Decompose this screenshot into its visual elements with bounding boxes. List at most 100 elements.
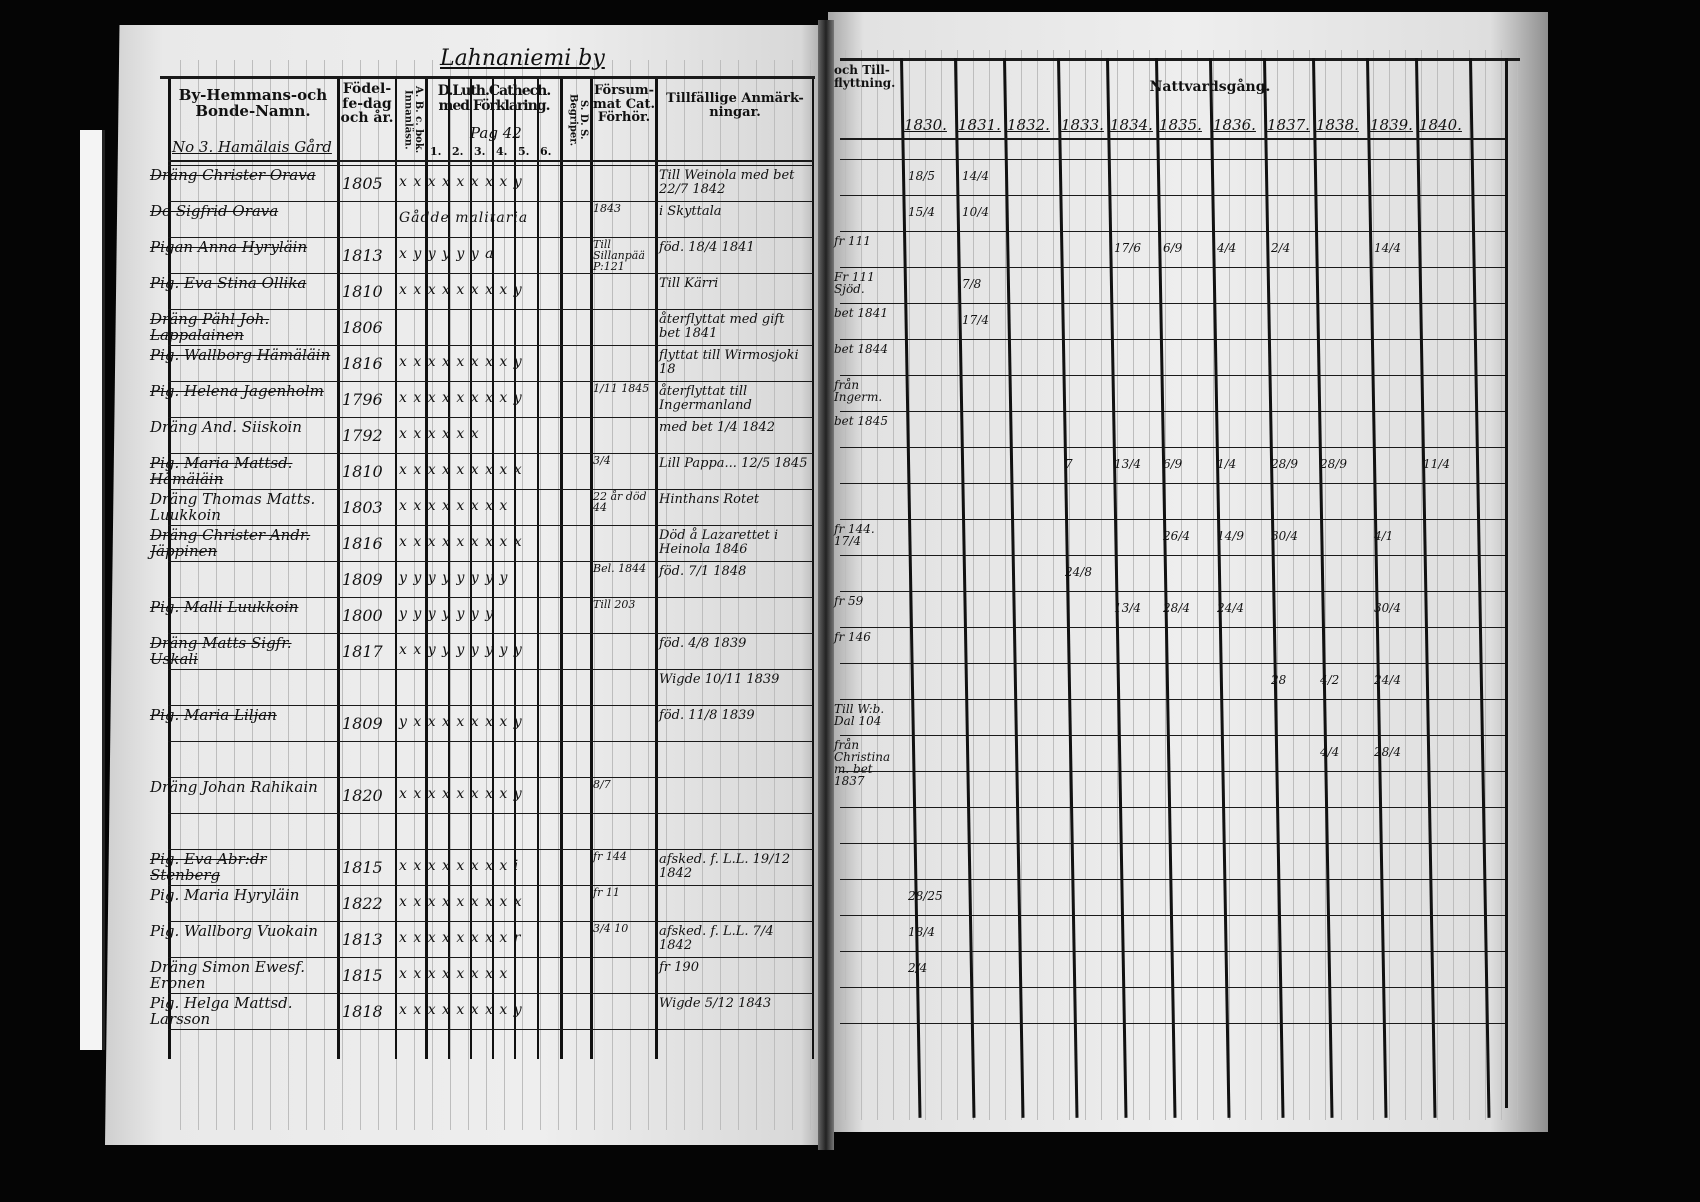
row-cathech-marks: x x x x x x x x y bbox=[399, 786, 523, 802]
row-name: Dräng Christer Orava bbox=[150, 166, 316, 184]
row-remark: föd. 7/1 1848 bbox=[659, 564, 747, 579]
ruling-line bbox=[558, 60, 559, 1130]
row-name: Do Sigfrid Orava bbox=[150, 202, 279, 220]
row-forsummat: 1843 bbox=[593, 202, 621, 215]
row-name: Dräng Johan Rahikain bbox=[150, 778, 318, 796]
row-name: Pig. Maria Mattsd. Hämäläin bbox=[150, 454, 293, 488]
header-name: By-Hemmans-och Bonde-Namn. bbox=[178, 86, 328, 120]
communion-mark: 13/4 bbox=[1114, 457, 1141, 471]
row-name: Dräng Matts Sigfr. Uskali bbox=[150, 634, 292, 668]
ruling-line bbox=[666, 60, 667, 1130]
row-birth-year: 1792 bbox=[342, 426, 383, 445]
row-cathech-marks: x x x x x x x x x bbox=[399, 894, 523, 910]
communion-mark: 28/25 bbox=[908, 889, 943, 903]
row-rule bbox=[840, 627, 1505, 628]
row-birth-year: 1800 bbox=[342, 606, 383, 625]
row-rule bbox=[840, 735, 1505, 736]
year-header: 1835. bbox=[1159, 116, 1202, 134]
ruling-line bbox=[1021, 50, 1022, 1120]
year-header: 1834. bbox=[1110, 116, 1153, 134]
ruling-line bbox=[270, 60, 271, 1130]
row-rule bbox=[840, 231, 1505, 232]
row-name: Pig. Wallborg Vuokain bbox=[150, 922, 318, 940]
row-rule bbox=[168, 453, 813, 454]
ruling-line bbox=[702, 60, 703, 1130]
row-cathech-marks: x x x x x x x x x bbox=[399, 462, 523, 478]
row-name: Pig. Eva Stina Ollika bbox=[150, 274, 307, 292]
ruling-line bbox=[1277, 50, 1278, 1120]
moving-note: fr 111 bbox=[834, 234, 871, 248]
column-rule bbox=[492, 78, 494, 1059]
row-name: Dräng Christer Andr. Jäppinen bbox=[150, 526, 311, 560]
row-cathech-marks: x x x x x x x x r bbox=[399, 930, 522, 946]
communion-mark: 7/8 bbox=[962, 277, 982, 291]
row-rule bbox=[840, 303, 1505, 304]
page-edge bbox=[80, 130, 105, 1050]
row-birth-year: 1810 bbox=[342, 462, 383, 481]
ruling-line bbox=[684, 60, 685, 1130]
row-birth-year: 1810 bbox=[342, 282, 383, 301]
communion-mark: 24/4 bbox=[1217, 601, 1244, 615]
ruling-line bbox=[1261, 50, 1262, 1120]
ruling-line bbox=[877, 50, 878, 1120]
ruling-line bbox=[540, 60, 541, 1130]
row-rule bbox=[840, 483, 1505, 484]
row-birth-year: 1809 bbox=[342, 714, 383, 733]
year-header: 1833. bbox=[1061, 116, 1104, 134]
ruling-line bbox=[1485, 50, 1486, 1120]
year-header: 1838. bbox=[1316, 116, 1359, 134]
ruling-line bbox=[648, 60, 649, 1130]
village-title: Lahnaniemi by bbox=[440, 46, 605, 71]
ruling-line bbox=[630, 60, 631, 1130]
ruling-line bbox=[234, 60, 235, 1130]
row-cathech-marks: x y y y y y a bbox=[399, 246, 495, 262]
row-cathech-marks: x x x x x x x x y bbox=[399, 174, 523, 190]
ruling-line bbox=[1309, 50, 1310, 1120]
communion-mark: 18/4 bbox=[908, 925, 935, 939]
communion-mark: 4/1 bbox=[1374, 529, 1394, 543]
row-forsummat: 22 år död 44 bbox=[593, 490, 647, 514]
row-rule bbox=[168, 237, 813, 238]
row-name: Pig. Eva Abr:dr Stenberg bbox=[150, 850, 267, 884]
row-rule bbox=[168, 921, 813, 922]
ruling-line bbox=[1245, 50, 1246, 1120]
ruling-line bbox=[989, 50, 990, 1120]
row-forsummat: Till 203 bbox=[593, 598, 636, 611]
communion-mark: 17/6 bbox=[1114, 241, 1141, 255]
row-rule bbox=[840, 663, 1505, 664]
ruling-line bbox=[1005, 50, 1006, 1120]
row-rule bbox=[168, 597, 813, 598]
communion-mark: 1/4 bbox=[1217, 457, 1237, 471]
row-rule bbox=[168, 741, 813, 742]
row-remark: återflyttat till Ingermanland bbox=[659, 384, 752, 413]
row-rule bbox=[168, 201, 813, 202]
ruling-line bbox=[432, 60, 433, 1130]
communion-mark: 30/4 bbox=[1374, 601, 1401, 615]
ruling-line bbox=[180, 60, 181, 1130]
row-forsummat: Till Sillanpää P:121 bbox=[593, 238, 645, 273]
row-birth-year: 1816 bbox=[342, 534, 383, 553]
communion-mark: 13/4 bbox=[1114, 601, 1141, 615]
communion-mark: 7 bbox=[1065, 457, 1073, 471]
communion-mark: 4/4 bbox=[1217, 241, 1237, 255]
header-abc: A. B. c. bok. Innanläsn. bbox=[402, 86, 425, 154]
ruling-line bbox=[738, 60, 739, 1130]
farm-label: No 3. Hamälais Gård bbox=[172, 138, 332, 156]
column-rule bbox=[655, 78, 658, 1059]
year-header: 1831. bbox=[958, 116, 1001, 134]
row-cathech-marks: y x x x x x x x y bbox=[399, 714, 523, 730]
row-rule bbox=[840, 987, 1505, 988]
row-forsummat: 8/7 bbox=[593, 778, 611, 791]
row-rule bbox=[840, 555, 1505, 556]
communion-mark: 6/9 bbox=[1163, 241, 1183, 255]
column-rule bbox=[168, 78, 171, 1059]
row-rule bbox=[168, 345, 813, 346]
header-forsummat: Försum-mat Cat. Förhör. bbox=[593, 83, 656, 126]
ruling-line bbox=[1389, 50, 1390, 1120]
ruling-line bbox=[1453, 50, 1454, 1120]
column-rule bbox=[812, 78, 814, 1059]
row-rule bbox=[168, 777, 813, 778]
row-remark: Död å Lazarettet i Heinola 1846 bbox=[659, 528, 779, 557]
communion-mark: 28/9 bbox=[1320, 457, 1347, 471]
row-rule bbox=[168, 273, 813, 274]
